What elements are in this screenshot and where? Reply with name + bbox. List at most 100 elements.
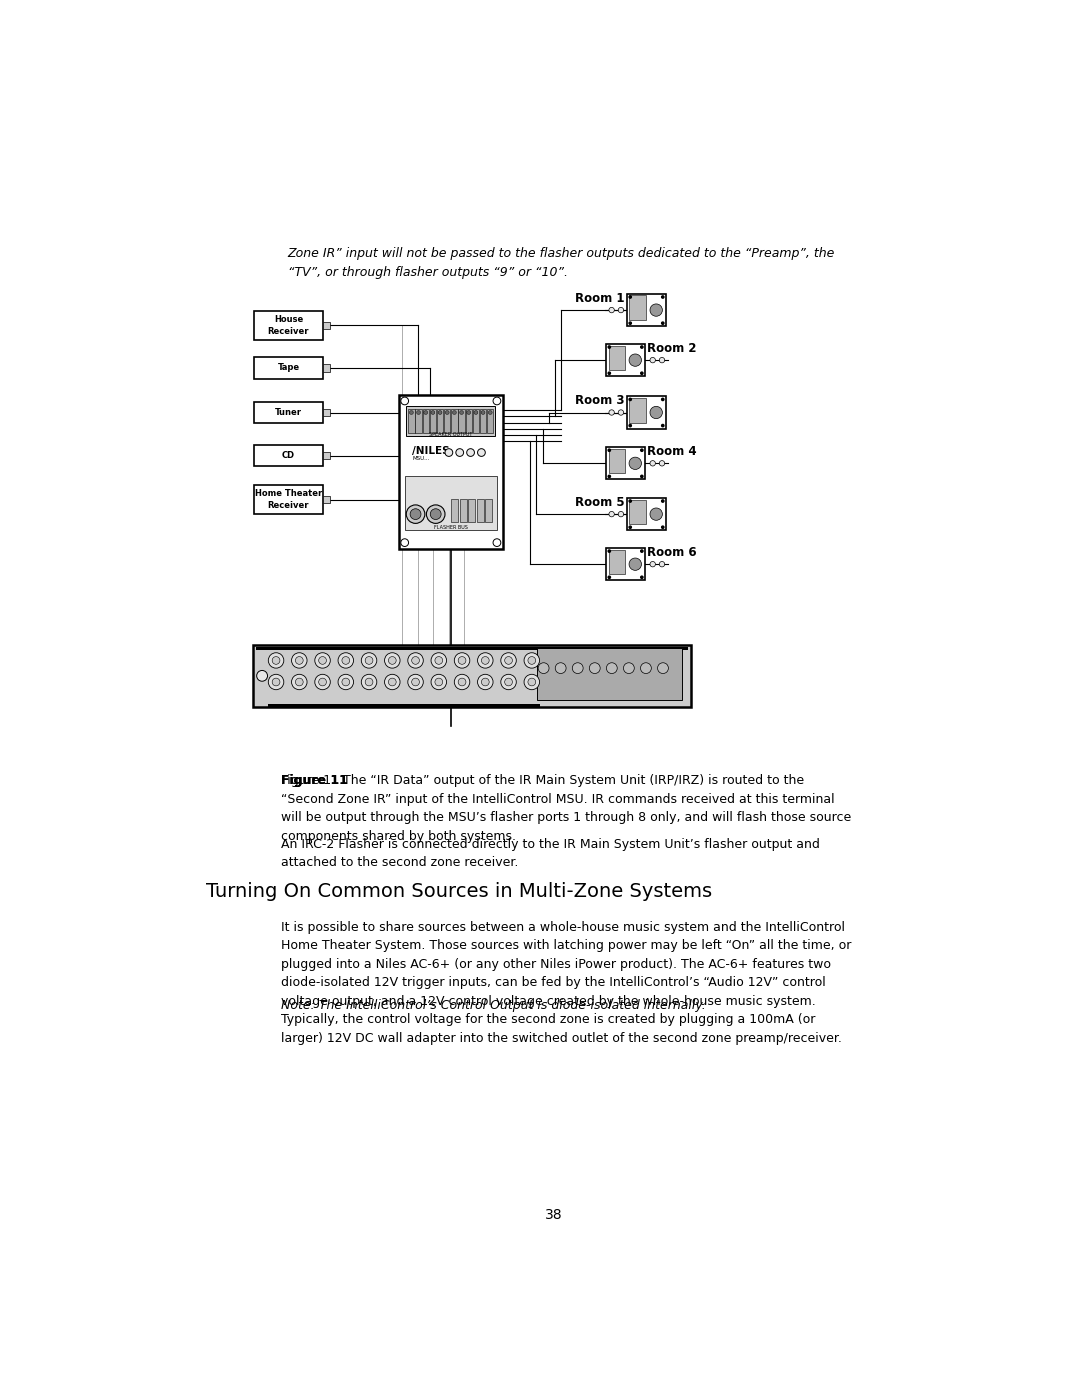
Circle shape [319, 678, 326, 686]
Circle shape [629, 500, 632, 502]
Circle shape [618, 409, 623, 415]
Circle shape [460, 411, 463, 415]
Bar [485, 499, 492, 522]
Circle shape [629, 425, 632, 426]
Text: Tuner: Tuner [275, 408, 302, 416]
Circle shape [650, 562, 656, 567]
Bar [606, 447, 645, 479]
Circle shape [501, 675, 516, 690]
Circle shape [482, 678, 489, 686]
Bar [458, 409, 464, 433]
Circle shape [629, 398, 632, 401]
Circle shape [609, 307, 615, 313]
Circle shape [629, 323, 632, 324]
Circle shape [408, 652, 423, 668]
Circle shape [659, 358, 664, 363]
Circle shape [629, 296, 632, 298]
Text: Figure 11: Figure 11 [281, 774, 348, 788]
Circle shape [435, 678, 443, 686]
Text: Room 6: Room 6 [647, 546, 697, 559]
Circle shape [488, 411, 492, 415]
Bar [451, 409, 458, 433]
Circle shape [608, 346, 610, 348]
Circle shape [272, 678, 280, 686]
Bar [444, 409, 450, 433]
Circle shape [474, 411, 477, 415]
Circle shape [410, 509, 421, 520]
Bar [608, 345, 625, 370]
Circle shape [629, 527, 632, 528]
Text: Zone IR” input will not be passed to the flasher outputs dedicated to the “Pream: Zone IR” input will not be passed to the… [287, 247, 835, 279]
Circle shape [467, 448, 474, 457]
Circle shape [609, 409, 615, 415]
Circle shape [342, 657, 350, 665]
Circle shape [658, 662, 669, 673]
Text: Home Theater
Receiver: Home Theater Receiver [255, 489, 322, 510]
Circle shape [438, 411, 442, 415]
Circle shape [662, 296, 664, 298]
Circle shape [572, 662, 583, 673]
Bar [487, 409, 494, 433]
Circle shape [268, 652, 284, 668]
Text: CD: CD [282, 451, 295, 460]
Circle shape [365, 678, 373, 686]
Circle shape [268, 675, 284, 690]
Circle shape [606, 662, 618, 673]
Circle shape [650, 358, 656, 363]
Bar [469, 499, 475, 522]
Circle shape [423, 411, 428, 415]
Circle shape [504, 657, 512, 665]
Circle shape [640, 576, 643, 578]
Circle shape [362, 652, 377, 668]
Circle shape [430, 509, 441, 520]
Circle shape [445, 411, 449, 415]
Circle shape [272, 657, 280, 665]
Circle shape [365, 657, 373, 665]
Bar [608, 549, 625, 574]
Circle shape [467, 411, 471, 415]
Circle shape [481, 411, 485, 415]
Circle shape [494, 539, 501, 546]
Bar [538, 648, 681, 700]
Circle shape [338, 675, 353, 690]
Circle shape [482, 657, 489, 665]
Circle shape [538, 662, 549, 673]
Circle shape [494, 397, 501, 405]
Bar [630, 500, 646, 524]
Circle shape [659, 461, 664, 467]
Circle shape [338, 652, 353, 668]
Circle shape [384, 675, 400, 690]
Circle shape [524, 652, 540, 668]
Text: Room 2: Room 2 [647, 342, 697, 355]
Circle shape [456, 448, 463, 457]
Bar [630, 295, 646, 320]
Circle shape [477, 652, 494, 668]
Bar [460, 499, 467, 522]
Bar [451, 499, 458, 522]
Circle shape [662, 323, 664, 324]
Circle shape [362, 675, 377, 690]
Bar [323, 496, 329, 503]
Text: Figure 11: Figure 11 [281, 774, 348, 788]
Circle shape [528, 657, 536, 665]
Circle shape [257, 671, 268, 682]
Circle shape [662, 398, 664, 401]
Circle shape [640, 372, 643, 374]
Text: Turning On Common Sources in Multi-Zone Systems: Turning On Common Sources in Multi-Zone … [206, 882, 713, 901]
Text: MSU...: MSU... [413, 457, 430, 461]
Bar [606, 548, 645, 580]
Bar [630, 398, 646, 422]
Circle shape [431, 411, 435, 415]
Bar [422, 409, 429, 433]
Bar [323, 321, 329, 330]
Circle shape [640, 448, 643, 451]
Circle shape [608, 576, 610, 578]
Circle shape [650, 509, 662, 520]
Text: SPEAKER OUTPUT: SPEAKER OUTPUT [429, 432, 473, 437]
Circle shape [477, 675, 494, 690]
Circle shape [389, 678, 396, 686]
Text: Room 3: Room 3 [576, 394, 624, 408]
Bar [608, 448, 625, 474]
Circle shape [504, 678, 512, 686]
Text: Tape: Tape [278, 363, 299, 373]
